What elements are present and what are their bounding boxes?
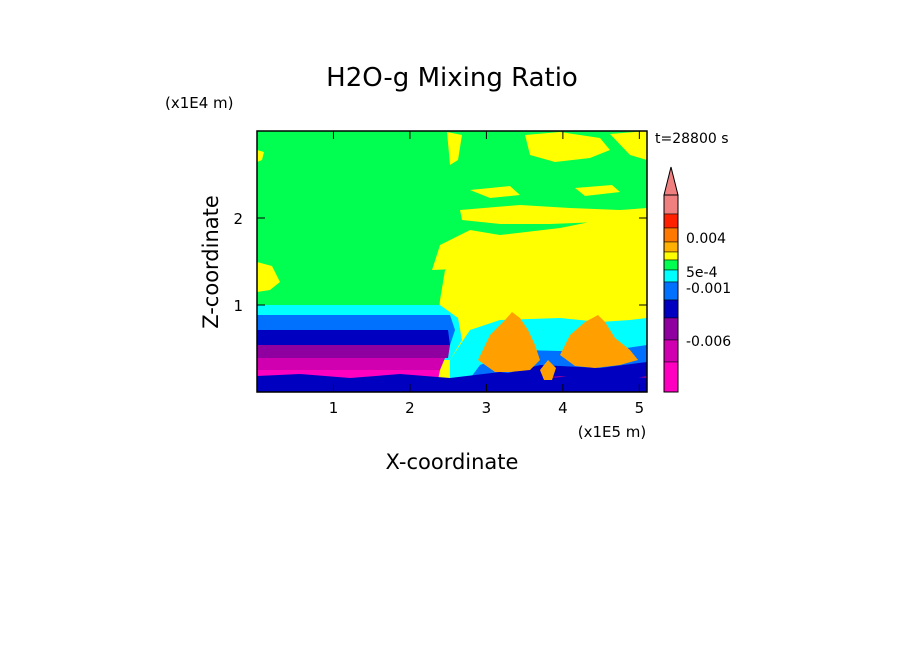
colorbar-cell bbox=[663, 281, 679, 301]
y-tick-label: 2 bbox=[233, 210, 243, 228]
colorbar-cell bbox=[663, 361, 679, 393]
colorbar-cell bbox=[663, 227, 679, 243]
colorbar-cell bbox=[663, 299, 679, 319]
convective-cores bbox=[478, 312, 638, 380]
colorbar-cells bbox=[663, 194, 679, 393]
colorbar-label-2: 5e-4 bbox=[686, 265, 718, 281]
colorbar-cell bbox=[663, 269, 679, 283]
surface-layer bbox=[257, 372, 647, 392]
colorbar-cell bbox=[663, 241, 679, 253]
colorbar-label-3: -0.001 bbox=[686, 281, 731, 297]
magenta-layer bbox=[257, 358, 445, 370]
x-axis: 1 2 3 4 5 bbox=[329, 131, 644, 417]
colorbar-cell bbox=[663, 339, 679, 363]
colorbar-cell bbox=[663, 251, 679, 261]
x-tick-label: 2 bbox=[405, 399, 415, 417]
colorbar-cell bbox=[663, 317, 679, 341]
colorbar-frame bbox=[663, 194, 679, 393]
x-axis-label: X-coordinate bbox=[386, 450, 519, 474]
y-tick-label: 1 bbox=[233, 297, 243, 315]
colorbar-cell bbox=[663, 259, 679, 271]
colorbar-extend-arrow bbox=[663, 166, 679, 196]
chart-title: H2O-g Mixing Ratio bbox=[326, 63, 578, 93]
x-unit-label: (x1E5 m) bbox=[578, 423, 647, 441]
x-tick-label: 4 bbox=[558, 399, 568, 417]
y-unit-label: (x1E4 m) bbox=[165, 94, 234, 112]
colorbar-cell bbox=[663, 194, 679, 215]
x-tick-label: 5 bbox=[635, 399, 645, 417]
heatmap-field bbox=[257, 131, 647, 392]
time-label: t=28800 s bbox=[655, 131, 729, 147]
colorbar-label-1: 0.004 bbox=[686, 231, 726, 247]
plot-frame bbox=[256, 130, 648, 393]
colorbar-cell bbox=[663, 213, 679, 229]
x-tick-label: 1 bbox=[329, 399, 339, 417]
colorbar-label-4: -0.006 bbox=[686, 334, 731, 350]
y-axis-label: Z-coordinate bbox=[199, 195, 223, 329]
colorbar: 0.004 5e-4 -0.001 -0.006 bbox=[663, 166, 731, 393]
x-tick-label: 3 bbox=[482, 399, 492, 417]
y-axis: 12 bbox=[233, 210, 647, 315]
